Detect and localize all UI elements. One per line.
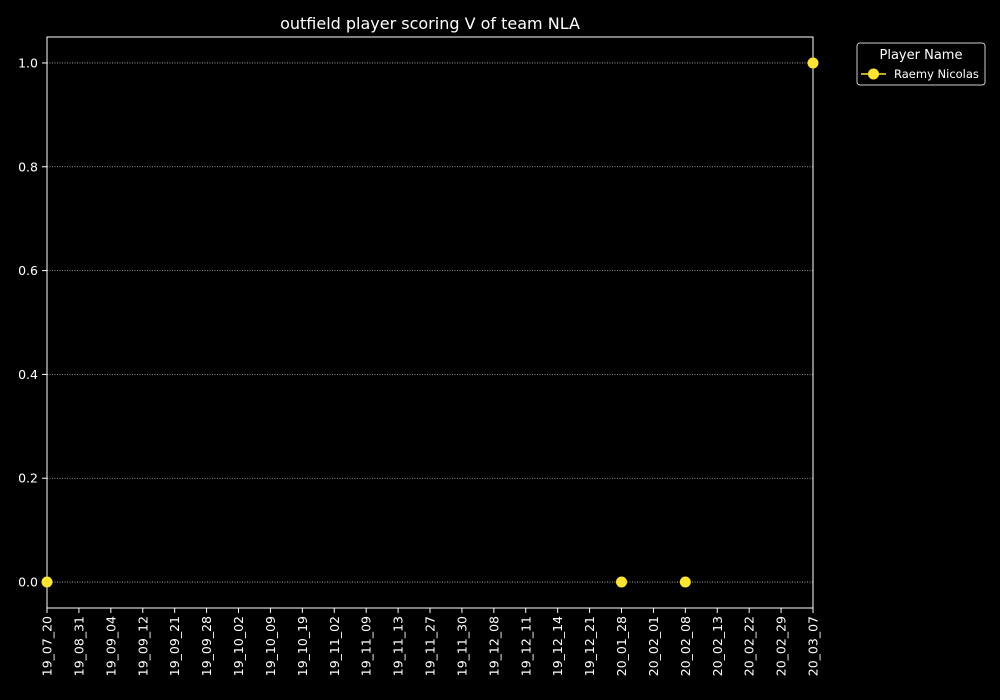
x-tick-label: 19_12_14 [550,616,565,676]
x-tick-label: 20_02_29 [774,616,789,676]
x-tick-label: 20_02_22 [742,616,757,676]
y-tick-label: 0.0 [18,575,38,590]
chart-title: outfield player scoring V of team NLA [280,14,580,33]
legend-point-marker [868,68,879,80]
x-tick-label: 19_11_09 [359,616,374,676]
x-tick-label: 19_11_13 [391,616,406,676]
y-tick-label: 0.4 [18,367,38,382]
x-tick-label: 19_12_21 [582,616,597,676]
x-tick-label: 19_09_04 [103,616,118,676]
x-tick-label: 19_09_28 [199,616,214,676]
x-tick-label: 19_08_31 [71,616,86,676]
x-tick-label: 19_11_30 [454,616,469,676]
data-point [807,57,819,69]
x-tick-label: 20_02_08 [678,616,693,676]
y-tick-label: 0.6 [18,263,38,278]
legend-box [856,42,986,86]
x-tick-label: 19_11_02 [327,616,342,676]
x-tick-label: 19_12_08 [486,616,501,676]
x-tick-label: 20_02_13 [710,616,725,676]
y-tick-label: 1.0 [18,55,38,70]
x-tick-label: 19_10_19 [295,616,310,676]
x-tick-label: 20_01_28 [614,616,629,676]
x-tick-label: 19_07_20 [40,616,55,676]
x-axis-ticks: 19_07_20 19_08_31 19_09_04 19_09_12 19_09_21… [40,608,821,676]
x-tick-label: 19_12_11 [518,616,533,676]
legend-title: Player Name [880,48,963,63]
data-point [616,576,627,588]
y-axis-ticks: 0.0 0.2 0.4 0.6 0.8 1.0 [18,55,47,590]
y-tick-label: 0.2 [18,471,38,486]
x-tick-label: 19_10_02 [231,616,246,676]
x-tick-label: 19_10_09 [263,616,278,676]
x-tick-label: 19_09_12 [135,616,150,676]
x-tick-label: 20_03_07 [806,616,821,676]
legend-entry-label: Raemy Nicolas [894,67,979,81]
x-tick-label: 19_09_21 [167,616,182,676]
data-point [679,576,691,588]
x-tick-label: 20_02_01 [646,616,661,676]
x-tick-label: 19_11_27 [423,616,438,676]
data-points [41,57,819,588]
y-tick-label: 0.8 [18,159,38,174]
legend: Player Name Raemy Nicolas [856,42,986,86]
data-point [41,576,53,588]
